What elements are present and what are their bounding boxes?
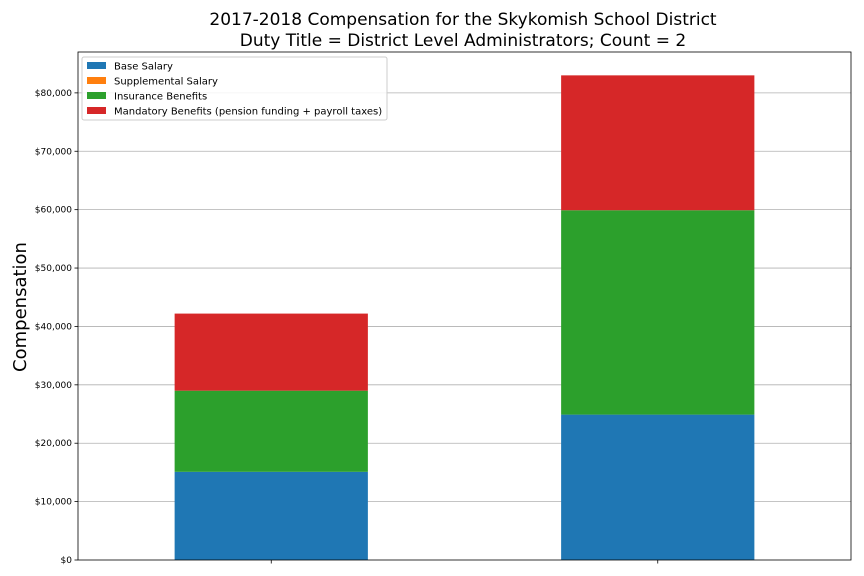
legend-entry-label: Base Salary: [114, 62, 173, 73]
y-tick-label: $50,000: [35, 264, 72, 274]
legend-swatch: [87, 92, 106, 99]
bar-1-series-1: [174, 471, 368, 560]
bar-1-series-4: [174, 313, 368, 391]
bars: [174, 75, 755, 560]
y-tick-label: $40,000: [35, 322, 72, 332]
axes: $0 $10,000 $20,000 $30,000 $40,000 $50,000 $60…: [35, 51, 852, 566]
y-tick-label: $20,000: [35, 439, 72, 449]
bar-1-series-3: [174, 390, 368, 472]
chart-title-line-1: 2017-2018 Compensation for the Skykomish…: [209, 10, 717, 30]
bar-2-series-1: [561, 414, 755, 560]
legend-entry-label: Mandatory Benefits (pension funding + pa…: [114, 107, 382, 118]
legend-entry-label: Insurance Benefits: [114, 92, 207, 103]
legend-box: [81, 56, 388, 121]
y-tick-label: $60,000: [35, 206, 72, 216]
legend-swatch: [87, 77, 106, 84]
y-tick-label: $80,000: [35, 89, 72, 99]
legend: Base Salary Supplemental Salary Insurance …: [81, 56, 388, 121]
legend-entry-label: Supplemental Salary: [114, 77, 218, 88]
legend-swatch: [87, 107, 106, 114]
y-tick-label: $70,000: [35, 147, 72, 157]
plot-frame: [77, 51, 852, 561]
y-tick-label: $0: [61, 556, 73, 566]
bar-2-series-4: [561, 75, 755, 211]
chart-title-line-2: Duty Title = District Level Administrato…: [240, 31, 686, 51]
legend-swatch: [87, 62, 106, 69]
bar-2-series-3: [561, 210, 755, 415]
y-tick-label: $10,000: [35, 498, 72, 508]
y-tick-label: $30,000: [35, 381, 72, 391]
y-axis-label: Compensation: [10, 242, 31, 372]
